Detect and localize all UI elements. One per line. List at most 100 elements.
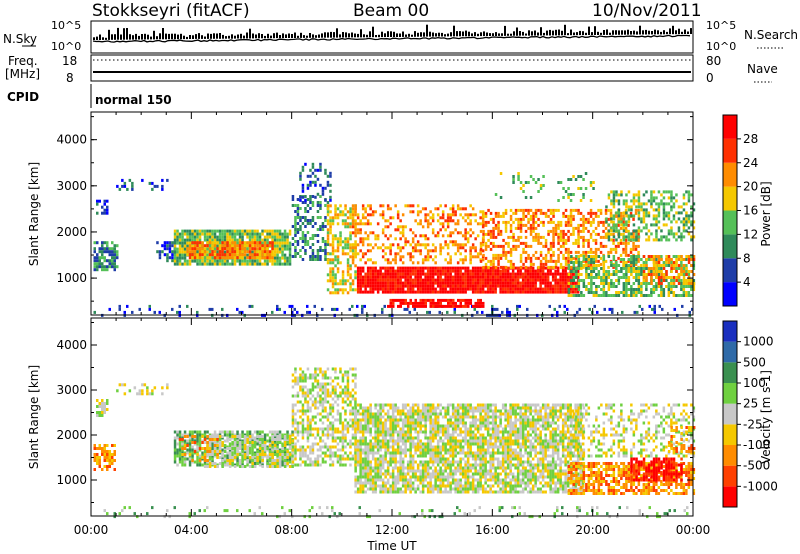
power-cell — [482, 238, 485, 242]
nsky-bar — [558, 29, 560, 36]
power-cell — [464, 298, 467, 302]
power-cell — [231, 247, 234, 251]
power-cell — [206, 259, 209, 263]
power-cell — [429, 290, 432, 294]
power-cell — [243, 244, 247, 248]
power-cell — [617, 232, 621, 236]
power-cell — [622, 285, 626, 288]
power-cell — [426, 237, 430, 241]
power-cell — [291, 243, 295, 246]
power-cell — [384, 281, 387, 285]
power-cell — [384, 258, 387, 262]
power-cell — [607, 193, 611, 197]
nsky-bar — [204, 36, 206, 39]
power-cell — [670, 196, 673, 200]
power-cell — [677, 282, 681, 285]
power-cell — [351, 279, 355, 283]
power-cell — [487, 229, 490, 233]
power-cell — [324, 219, 327, 222]
power-cell — [532, 253, 535, 257]
velocity-cell — [176, 436, 179, 440]
power-cell — [278, 259, 282, 263]
power-cell — [522, 250, 525, 254]
power-cell — [421, 266, 425, 270]
power-cell — [492, 253, 495, 257]
power-cell — [349, 267, 352, 271]
power-cell — [304, 252, 307, 255]
nsky-bar — [273, 33, 275, 39]
power-cell — [497, 229, 500, 233]
power-cell — [552, 220, 555, 224]
nsky-bar — [156, 36, 158, 40]
power-cell — [507, 244, 510, 248]
power-cell — [567, 259, 570, 263]
power-cell — [311, 237, 315, 240]
power-cell — [439, 222, 442, 226]
power-cell — [98, 247, 101, 251]
power-cell — [579, 223, 583, 227]
power-cell — [106, 268, 109, 272]
power-cell — [680, 264, 683, 267]
power-cell — [441, 269, 445, 273]
power-cell — [251, 229, 254, 233]
power-cell — [660, 279, 663, 282]
nsky-bar — [405, 34, 407, 37]
power-cell — [181, 256, 184, 260]
power-cell — [464, 231, 467, 235]
power-cell — [263, 241, 267, 245]
power-cell — [178, 310, 181, 314]
power-cell — [231, 229, 234, 233]
power-cell — [561, 272, 565, 276]
power-cell — [497, 259, 500, 263]
power-cell — [682, 294, 686, 297]
power-cell — [374, 287, 377, 291]
power-cell — [611, 310, 614, 314]
power-cell — [238, 232, 242, 236]
power-cell — [101, 250, 104, 254]
power-cell — [635, 193, 638, 197]
power-cell — [384, 287, 387, 291]
power-cell — [359, 240, 362, 244]
power-cell — [311, 165, 315, 169]
power-cell — [431, 258, 435, 262]
power-cell — [615, 267, 618, 270]
power-cell — [532, 214, 535, 218]
nsky-bar — [549, 29, 551, 36]
power-cell — [494, 253, 498, 257]
velocity-cell — [166, 386, 169, 390]
velocity-cell — [511, 515, 514, 519]
power-cell — [534, 281, 537, 285]
power-cell — [218, 259, 222, 263]
power-cell — [509, 229, 513, 233]
power-cell — [439, 266, 442, 270]
power-cell — [672, 205, 676, 209]
velocity-cell — [226, 430, 229, 434]
power-cell — [299, 216, 302, 219]
power-cell — [466, 287, 470, 291]
power-cell — [399, 301, 402, 305]
power-cell — [657, 255, 661, 258]
power-cell — [496, 275, 500, 279]
power-cell — [532, 235, 535, 239]
power-cell — [607, 223, 611, 227]
power-cell — [422, 298, 425, 302]
power-cell — [191, 238, 194, 242]
power-cell — [118, 187, 122, 191]
power-cell — [690, 264, 693, 267]
power-cell — [534, 287, 537, 291]
power-cell — [98, 250, 101, 254]
velocity-cell — [106, 402, 109, 405]
power-cell — [497, 256, 500, 260]
velocity-cell — [226, 436, 229, 440]
power-cell — [670, 229, 673, 233]
power-cell — [652, 208, 656, 212]
nsky-bar — [324, 32, 326, 38]
power-cell — [193, 247, 197, 251]
power-cell — [687, 232, 691, 236]
power-cell — [607, 235, 611, 239]
velocity-cell — [656, 512, 659, 516]
power-cell — [213, 259, 217, 263]
power-cell — [409, 255, 412, 259]
power-cell — [176, 259, 179, 263]
power-cell — [191, 244, 194, 248]
